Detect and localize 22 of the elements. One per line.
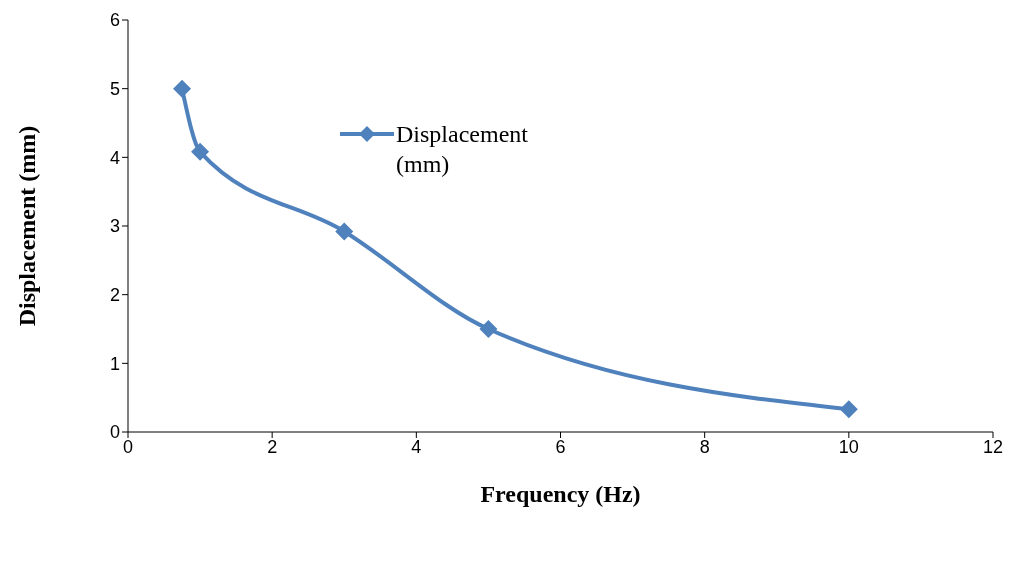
y-tick-label: 2: [109, 285, 120, 306]
y-tick-label: 0: [109, 422, 120, 443]
x-tick-label: 12: [982, 436, 1004, 457]
x-tick-label: 10: [838, 436, 859, 457]
x-tick-label: 8: [699, 436, 710, 457]
point: [335, 222, 354, 241]
y-tick-label: 5: [109, 79, 120, 100]
x-tick-label: 2: [267, 436, 278, 457]
y-tick-label: 6: [109, 10, 120, 31]
x-tick-label: 4: [411, 436, 422, 457]
y-axis-title: Displacement (mm): [13, 125, 40, 327]
point: [173, 79, 192, 98]
y-tick-label: 1: [109, 353, 120, 374]
x-tick-label: 6: [555, 436, 566, 457]
point: [191, 142, 210, 161]
point: [839, 400, 858, 419]
x-axis-title: Frequency (Hz): [480, 481, 641, 507]
x-tick-label: 0: [122, 436, 134, 457]
y-tick-label: 3: [109, 216, 120, 237]
legend-label: Displacement (mm): [396, 120, 529, 179]
point: [479, 320, 498, 338]
y-tick-label: 4: [109, 147, 120, 168]
